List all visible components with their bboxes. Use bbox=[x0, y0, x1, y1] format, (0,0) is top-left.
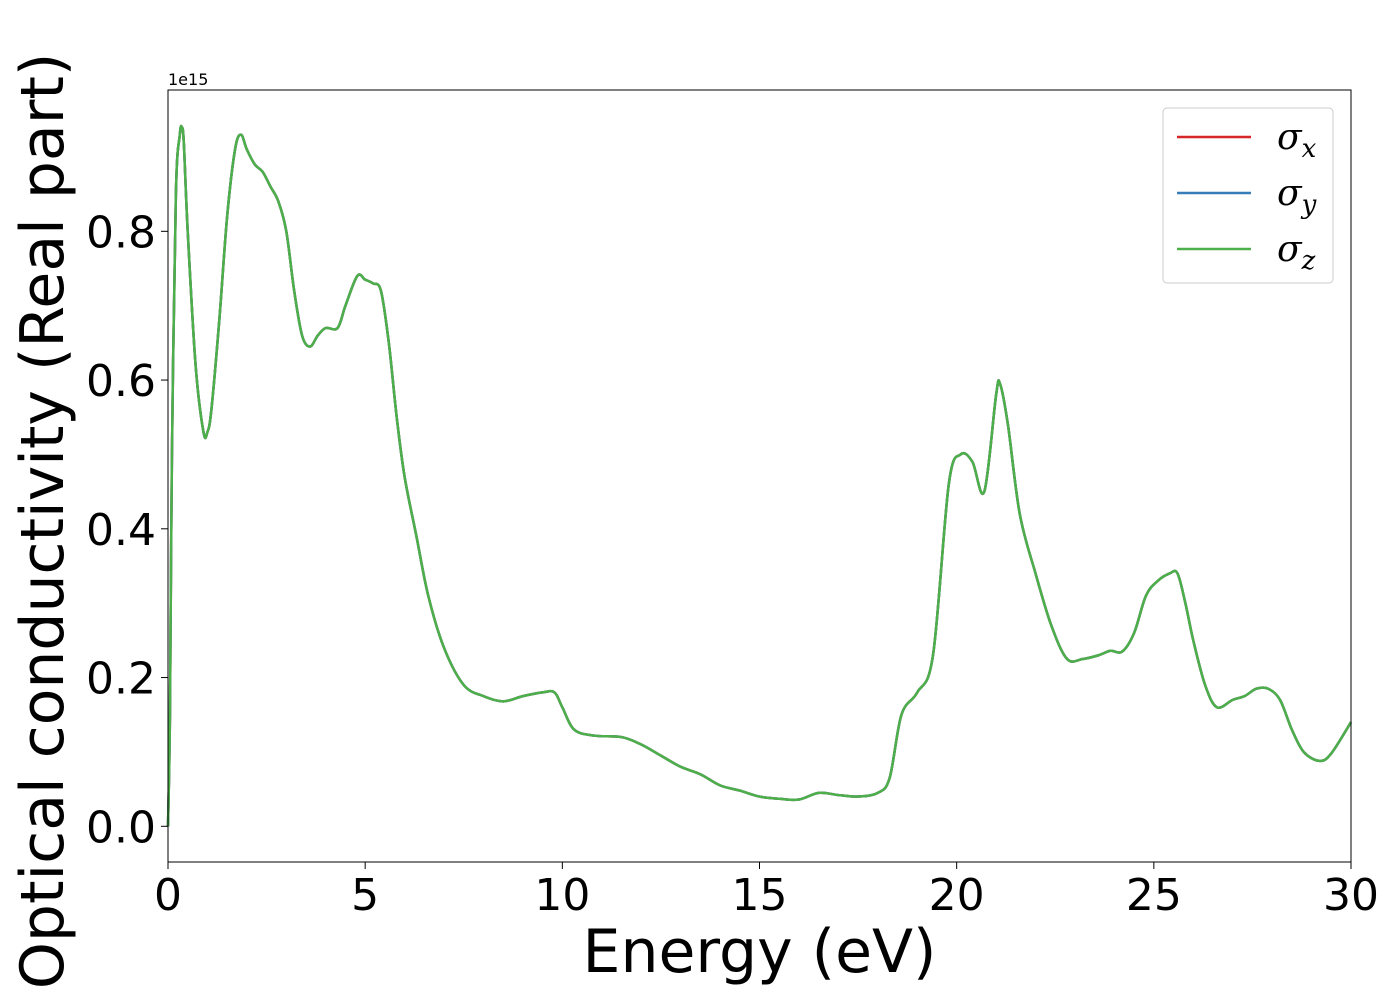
x-tick-label: 5 bbox=[351, 870, 379, 921]
y-axis-label: Optical conductivity (Real part) bbox=[8, 53, 78, 990]
series-line-z bbox=[166, 124, 1353, 827]
x-axis: 0 5 10 15 20 25 30 bbox=[154, 862, 1379, 921]
x-tick-label: 15 bbox=[732, 870, 788, 921]
x-tick-label: 0 bbox=[154, 870, 182, 921]
y-axis: 0.0 0.2 0.4 0.6 0.8 bbox=[86, 207, 168, 853]
y-tick-label: 0.8 bbox=[86, 207, 156, 258]
x-tick-label: 25 bbox=[1126, 870, 1182, 921]
legend-label-x: σx bbox=[1277, 117, 1317, 164]
x-tick-label: 10 bbox=[534, 870, 590, 921]
x-tick-label: 30 bbox=[1323, 870, 1379, 921]
x-tick-label: 20 bbox=[929, 870, 985, 921]
series-layer bbox=[166, 124, 1353, 827]
x-axis-label: Energy (eV) bbox=[583, 917, 937, 987]
y-tick-label: 0.0 bbox=[86, 802, 156, 853]
y-offset-label: 1e15 bbox=[168, 70, 208, 89]
legend-label-y: σy bbox=[1277, 173, 1317, 220]
y-tick-label: 0.2 bbox=[86, 654, 156, 705]
y-tick-label: 0.4 bbox=[86, 505, 156, 556]
y-tick-label: 0.6 bbox=[86, 356, 156, 407]
legend-box bbox=[1162, 107, 1334, 284]
